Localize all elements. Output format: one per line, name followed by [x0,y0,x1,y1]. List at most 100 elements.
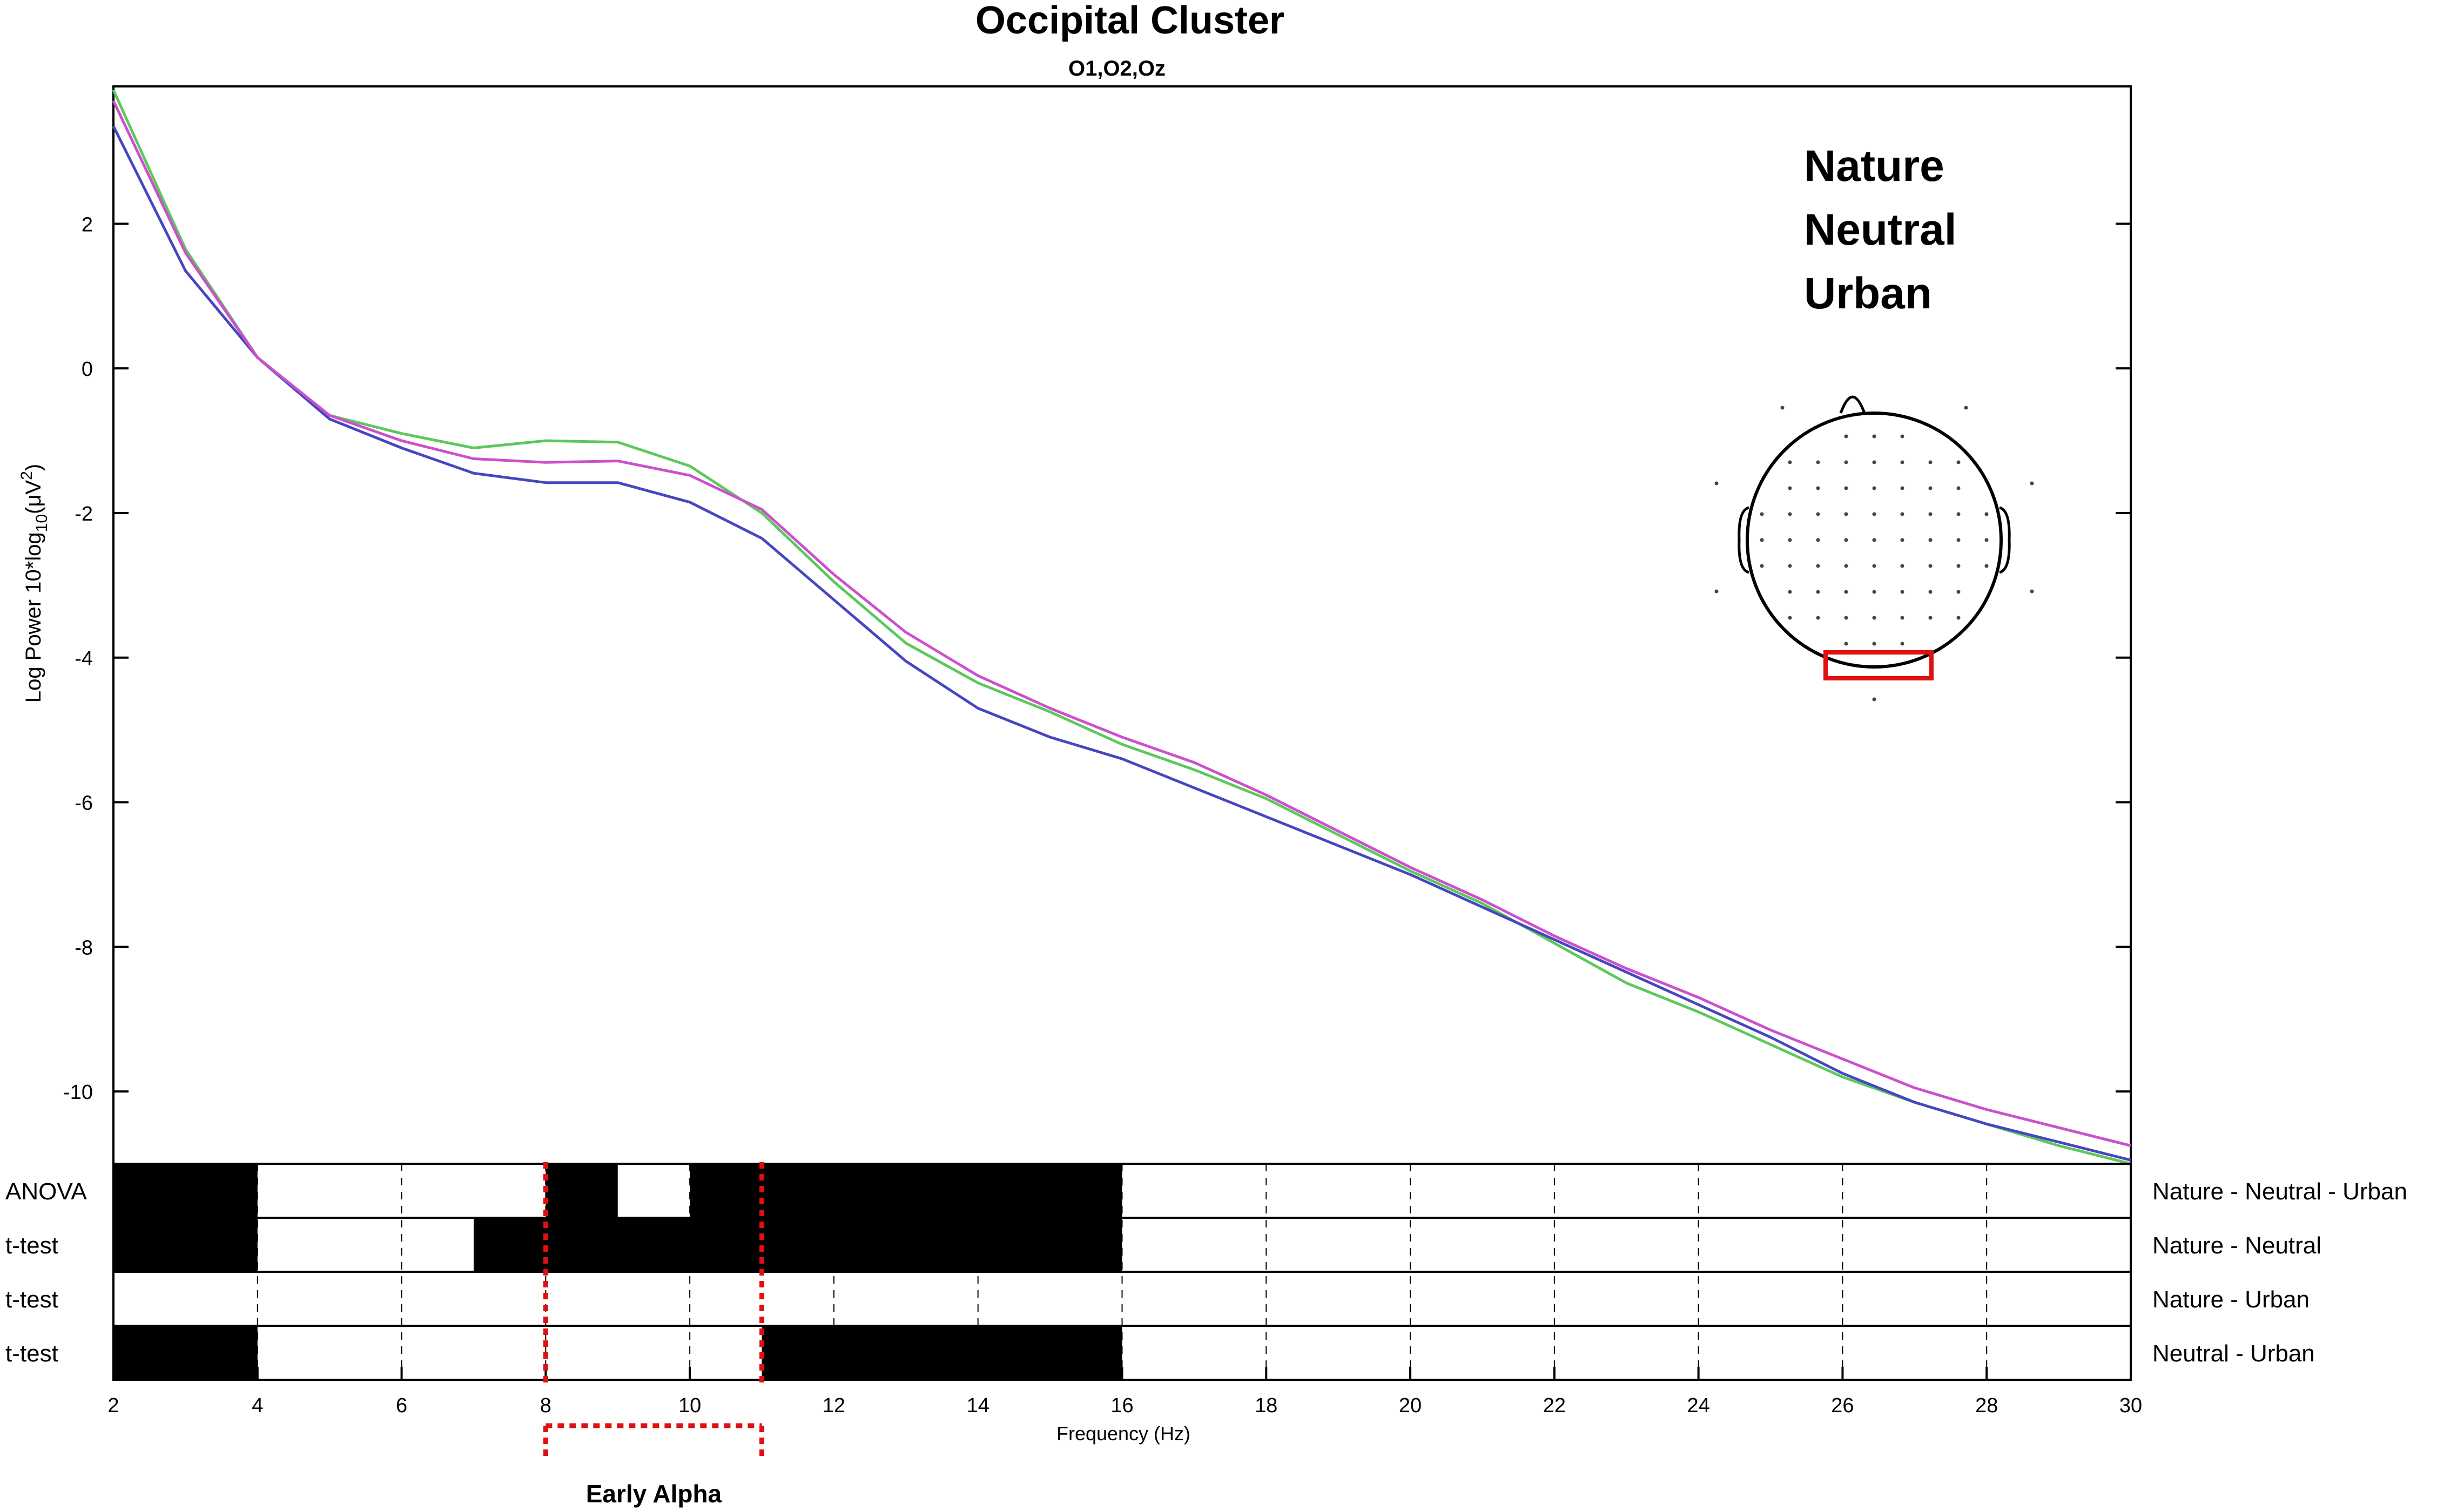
x-tick-label-10: 22 [1543,1394,1566,1417]
electrode-26 [1760,538,1764,542]
electrode-54 [1872,616,1876,620]
y-axis-label-unit: (μV [22,480,45,514]
electrode-1 [1872,434,1876,439]
electrode-2 [1900,434,1904,439]
electrode-39 [1872,564,1876,568]
electrode-35 [1760,564,1764,568]
scalp-right-ear [1999,506,2011,574]
electrode-60 [1900,642,1904,646]
electrode-48 [1900,590,1904,594]
scalp-nose [1839,395,1866,414]
legend-item-urban: Urban [1804,269,1932,318]
electrode-59 [1872,642,1876,646]
x-tick-label-0: 2 [107,1394,119,1417]
electrode-19 [1816,512,1820,516]
scalp-electrodes [1714,406,2034,701]
svg-text:Log Power 10*log10(μV2): Log Power 10*log10(μV2) [18,464,51,703]
electrode-13 [1872,486,1876,490]
electrode-37 [1816,564,1820,568]
x-tick-label-14: 30 [2119,1394,2142,1417]
early-alpha-annotation: Early Alpha [543,1162,765,1508]
x-tick-label-12: 26 [1831,1394,1854,1417]
y-tick-label-0: 2 [82,213,93,236]
electrode-12 [1844,486,1848,490]
chart-title: Occipital Cluster [975,0,1284,42]
electrode-22 [1900,512,1904,516]
electrode-25 [1984,512,1989,516]
electrode-36 [1788,564,1792,568]
electrode-55 [1900,616,1904,620]
x-tick-label-2: 6 [396,1394,407,1417]
x-tick-label-13: 28 [1975,1394,1998,1417]
sig-row-label-2: t-test [5,1286,58,1313]
x-tick-label-4: 10 [678,1394,701,1417]
y-tick-label-5: -8 [75,936,93,959]
electrode-52 [1816,616,1820,620]
electrode-61 [1714,481,1719,485]
y-tick-label-2: -2 [75,503,93,525]
electrode-15 [1928,486,1933,490]
sig-comparison-label-3: Neutral - Urban [2152,1340,2315,1367]
electrode-44 [1788,590,1792,594]
x-tick-label-6: 14 [967,1394,989,1417]
electrode-34 [1984,538,1989,542]
y-axis-label-prefix: Log Power 10*log [22,532,45,703]
y-axis-label-superscript: 2 [18,471,36,480]
series-line-nature [112,89,2131,1165]
x-tick-label-8: 18 [1255,1394,1277,1417]
x-tick-label-3: 8 [540,1394,551,1417]
electrode-18 [1788,512,1792,516]
sig-block-row3-0 [113,1326,258,1380]
electrode-32 [1928,538,1933,542]
electrode-24 [1956,512,1961,516]
y-tick-label-3: -4 [75,647,93,670]
electrode-8 [1928,460,1933,464]
electrode-5 [1844,460,1848,464]
y-axis-label-subscript: 10 [33,514,51,532]
sig-comparison-label-0: Nature - Neutral - Urban [2152,1178,2407,1205]
electrode-45 [1816,590,1820,594]
electrode-9 [1956,460,1961,464]
electrode-42 [1956,564,1961,568]
electrode-67 [1872,697,1876,701]
electrode-65 [1780,406,1785,410]
legend-item-nature: Nature [1804,141,1944,191]
electrode-57 [1956,616,1961,620]
legend-item-neutral: Neutral [1804,205,1957,254]
electrode-33 [1956,538,1961,542]
data-series [112,89,2131,1165]
electrode-31 [1900,538,1904,542]
y-axis-label: Log Power 10*log10(μV2) [18,464,51,703]
y-tick-label-6: -10 [63,1081,93,1104]
electrode-16 [1956,486,1961,490]
electrode-66 [1964,406,1968,410]
electrode-17 [1760,512,1764,516]
occipital-roi-marker [1823,650,1934,680]
scalp-map [1714,395,2034,701]
sig-block-row0-1 [546,1164,618,1218]
sig-block-row3-1 [762,1326,1122,1380]
electrode-62 [2030,481,2034,485]
sig-block-row1-1 [473,1218,1122,1272]
electrode-50 [1956,590,1961,594]
x-tick-label-5: 12 [823,1394,845,1417]
sig-comparison-label-2: Nature - Urban [2152,1286,2310,1313]
series-line-urban [112,100,2131,1147]
electrode-11 [1816,486,1820,490]
electrode-28 [1816,538,1820,542]
x-tick-label-7: 16 [1110,1394,1133,1417]
electrode-30 [1872,538,1876,542]
x-axis: 2 4 6 8 10 12 14 16 18 20 22 24 26 28 30 [107,1367,2142,1417]
electrode-51 [1788,616,1792,620]
sig-block-row1-0 [113,1218,258,1272]
electrode-6 [1872,460,1876,464]
electrode-27 [1788,538,1792,542]
chart-subtitle: O1,O2,Oz [1068,57,1166,80]
series-line-neutral [112,125,2131,1162]
electrode-20 [1844,512,1848,516]
electrode-7 [1900,460,1904,464]
electrode-0 [1844,434,1848,439]
sig-block-row0-0 [113,1164,258,1218]
electrode-49 [1928,590,1933,594]
electrode-58 [1844,642,1848,646]
